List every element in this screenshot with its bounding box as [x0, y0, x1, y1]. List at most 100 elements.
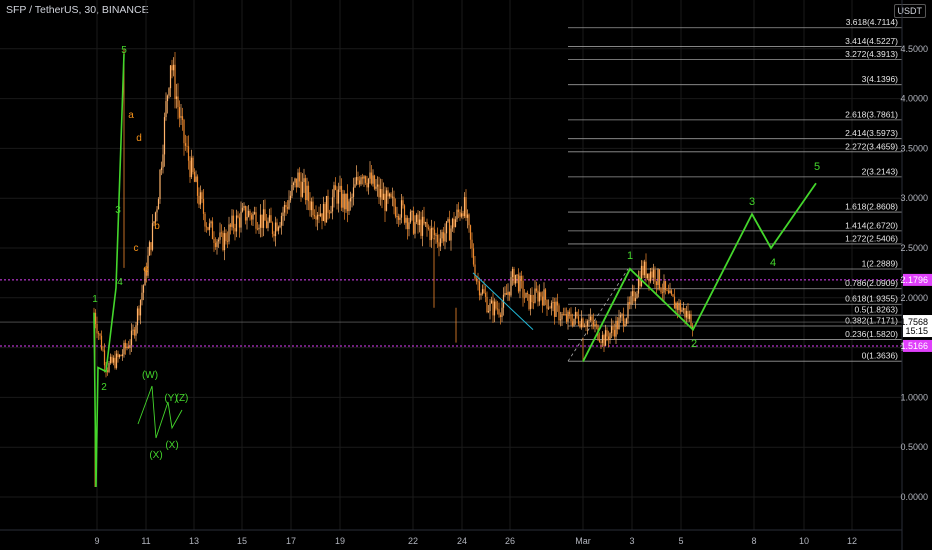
candle-body [133, 329, 136, 336]
fib-label: 0.5(1.8263) [855, 305, 899, 315]
candle-body [567, 311, 569, 322]
fib-label: 2.272(3.4659) [845, 141, 898, 151]
candle-body [640, 265, 643, 287]
candle-body [291, 184, 293, 196]
candle-body [124, 342, 127, 349]
candle-body [684, 308, 686, 318]
candle-body [499, 314, 502, 317]
price-tick-label: 4.5000 [900, 44, 928, 54]
candle-body [378, 184, 380, 198]
candle-body [235, 215, 238, 232]
candle-body [303, 178, 305, 183]
candle-body [519, 275, 521, 292]
candle-body [300, 181, 302, 197]
candle-body [468, 214, 470, 226]
candle-body [387, 190, 389, 197]
candle-body [166, 95, 169, 102]
candle-body [211, 221, 214, 239]
time-axis[interactable]: 9 11 13 15 17 19 22 24 26 Mar 3 5 8 10 12 [0, 529, 902, 546]
price-tick-label: 4.0000 [900, 94, 928, 104]
trend-line [472, 272, 534, 331]
candle-body [163, 117, 166, 155]
candle-body [496, 308, 499, 310]
candle-body [172, 64, 175, 71]
candle-body [456, 209, 458, 220]
candle-body [406, 217, 409, 230]
candle-body [465, 197, 467, 218]
fib-label: 3.618(4.7114) [846, 17, 898, 27]
fib-label: 3.272(4.3913) [845, 49, 898, 59]
candle-body [441, 232, 443, 239]
candle-body [294, 178, 296, 183]
candle-body [250, 215, 253, 220]
candle-body [213, 238, 215, 243]
candle-body [111, 356, 113, 363]
candle-body [435, 234, 437, 236]
candle-body [99, 333, 101, 336]
time-tick-label: 10 [799, 536, 809, 546]
candle-body [285, 204, 287, 208]
candle-body [469, 225, 472, 240]
candle-body [277, 227, 280, 231]
candle-body [427, 227, 430, 229]
candle-body [417, 214, 419, 225]
candle-body [514, 274, 517, 284]
candle-body [642, 265, 644, 276]
candle-body [675, 302, 677, 309]
candle-body [154, 212, 157, 222]
currency-unit-badge[interactable]: USDT [893, 4, 926, 18]
candle-body [535, 288, 538, 291]
candle-body [192, 157, 194, 173]
candle-body [531, 295, 533, 303]
candle-body [442, 232, 445, 242]
candle-body [460, 213, 463, 217]
candle-body [187, 146, 190, 161]
price-axis[interactable]: 0.00000.50001.00001.50002.00002.50003.00… [900, 0, 932, 550]
candle-body [618, 317, 620, 330]
candle-body [394, 206, 397, 217]
candle-body [322, 203, 325, 221]
candle-body [316, 214, 319, 220]
price-tick-label: 1.0000 [900, 392, 928, 402]
candle-body [168, 88, 170, 96]
candle-body [676, 302, 679, 311]
candle-body [598, 339, 601, 342]
candle-body [136, 308, 139, 326]
candle-body [165, 101, 167, 118]
candle-body [195, 176, 197, 182]
candle-body [612, 326, 614, 330]
candle-body [175, 96, 178, 99]
candle-body [129, 345, 131, 349]
candle-body [397, 216, 400, 220]
candle-body [295, 178, 298, 188]
candle-body [526, 292, 529, 295]
candle-body [174, 64, 176, 99]
candle-body [169, 65, 172, 89]
candle-body [628, 302, 631, 305]
candle-body [580, 318, 583, 328]
time-tick-label: 26 [505, 536, 515, 546]
fib-label: 1.618(2.8608) [845, 202, 898, 212]
candle-body [423, 216, 425, 224]
candle-body [274, 222, 277, 237]
candle-body [411, 211, 413, 212]
candle-body [574, 312, 577, 319]
candle-body [373, 175, 376, 189]
candle-body [400, 200, 403, 218]
candle-body [139, 300, 142, 316]
fib-label: 0.786(2.0909) [845, 278, 898, 288]
candle-body [309, 201, 311, 211]
time-tick-label: 19 [335, 536, 345, 546]
candle-body [489, 303, 491, 312]
candle-body [376, 184, 379, 187]
candle-body [280, 216, 283, 226]
candle-body [159, 169, 161, 200]
candle-body [96, 323, 98, 334]
candle-body [183, 119, 185, 144]
candle-body [343, 193, 346, 210]
candle-body [262, 209, 265, 228]
fib-label: 0.618(1.9355) [845, 294, 898, 304]
candle-body [273, 233, 275, 237]
key-level-label: 1.5166 [900, 341, 928, 351]
